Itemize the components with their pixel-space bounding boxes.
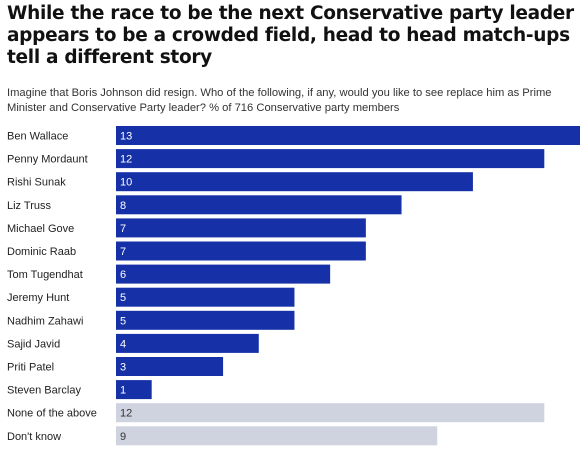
category-label: Nadhim Zahawi xyxy=(7,315,83,327)
bar-row: Nadhim Zahawi 5 xyxy=(7,310,295,330)
bar-row: Dominic Raab 7 xyxy=(7,241,366,261)
bar xyxy=(116,149,545,169)
bar xyxy=(116,380,152,400)
bar-value-label: 10 xyxy=(120,177,132,189)
bar-row: Penny Mordaunt 12 xyxy=(7,149,545,169)
bar-value-label: 7 xyxy=(120,223,126,235)
bar-value-label: 8 xyxy=(120,200,126,212)
bar-row: Don't know 9 xyxy=(7,426,438,446)
bar-row: Tom Tugendhat 6 xyxy=(7,264,331,284)
bar-value-label: 5 xyxy=(120,292,126,304)
bar xyxy=(116,195,402,215)
chart-subtitle: Imagine that Boris Johnson did resign. W… xyxy=(7,87,552,114)
bar-value-label: 6 xyxy=(120,269,126,281)
bar xyxy=(116,264,331,284)
bar xyxy=(116,403,545,423)
bar-value-label: 12 xyxy=(120,408,132,420)
category-label: Michael Gove xyxy=(7,223,74,235)
category-label: Liz Truss xyxy=(7,200,52,212)
bar-row: None of the above 12 xyxy=(7,403,545,423)
bar-row: Jeremy Hunt 5 xyxy=(7,287,295,307)
category-label: Ben Wallace xyxy=(7,131,68,143)
category-label: Sajid Javid xyxy=(7,338,60,350)
bar-value-label: 7 xyxy=(120,246,126,258)
bar xyxy=(116,172,473,192)
category-label: Rishi Sunak xyxy=(7,177,66,189)
category-label: None of the above xyxy=(7,408,97,420)
chart-title: While the race to be the next Conservati… xyxy=(7,3,574,68)
category-label: Tom Tugendhat xyxy=(7,269,83,281)
bar-row: Liz Truss 8 xyxy=(7,195,402,215)
bar xyxy=(116,241,366,261)
bar-value-label: 9 xyxy=(120,431,126,443)
bar-value-label: 5 xyxy=(120,315,126,327)
bar-row: Rishi Sunak 10 xyxy=(7,172,473,192)
bar-value-label: 1 xyxy=(120,385,126,397)
bar-value-label: 12 xyxy=(120,154,132,166)
bar-row: Sajid Javid 4 xyxy=(7,333,259,353)
bar-row: Ben Wallace 13 xyxy=(7,126,580,145)
bar xyxy=(116,126,580,145)
bar-row: Steven Barclay 1 xyxy=(7,380,152,400)
category-label: Penny Mordaunt xyxy=(7,154,88,166)
bar-value-label: 3 xyxy=(120,362,126,374)
bar xyxy=(116,426,438,446)
bar-value-label: 4 xyxy=(120,338,126,350)
bar xyxy=(116,287,295,307)
bar xyxy=(116,357,224,376)
bar-value-label: 13 xyxy=(120,131,132,143)
bar-row: Priti Patel 3 xyxy=(7,357,224,376)
bar xyxy=(116,218,366,238)
category-label: Don't know xyxy=(7,431,61,443)
category-label: Dominic Raab xyxy=(7,246,76,258)
bar-row: Michael Gove 7 xyxy=(7,218,366,238)
category-label: Steven Barclay xyxy=(7,385,81,397)
category-label: Priti Patel xyxy=(7,362,54,374)
category-label: Jeremy Hunt xyxy=(7,292,69,304)
bar xyxy=(116,333,259,353)
bar xyxy=(116,310,295,330)
